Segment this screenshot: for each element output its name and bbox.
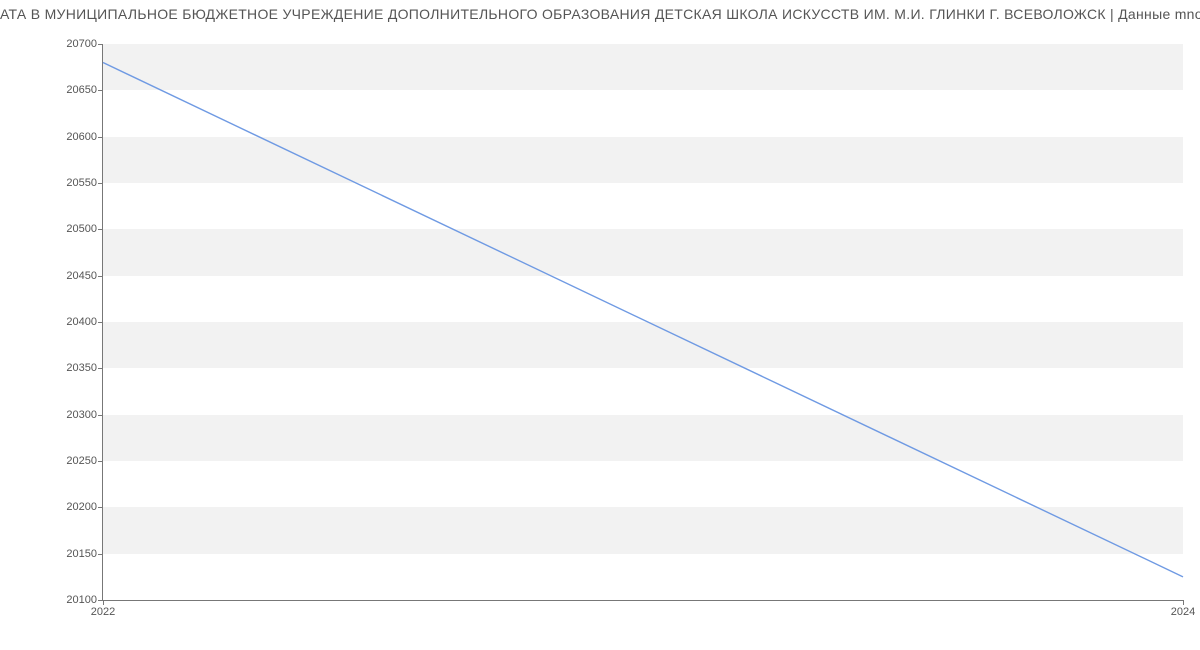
x-tick-mark [1183,600,1184,605]
y-tick-label: 20300 [66,409,97,421]
x-tick-mark [103,600,104,605]
y-tick-mark [98,461,103,462]
y-tick-label: 20500 [66,223,97,235]
chart-container: АТА В МУНИЦИПАЛЬНОЕ БЮДЖЕТНОЕ УЧРЕЖДЕНИЕ… [0,0,1200,650]
y-tick-label: 20400 [66,316,97,328]
y-tick-mark [98,276,103,277]
y-tick-label: 20100 [66,594,97,606]
y-tick-label: 20150 [66,548,97,560]
y-tick-mark [98,229,103,230]
y-tick-label: 20700 [66,38,97,50]
plot-area: 2010020150202002025020300203502040020450… [102,44,1183,601]
y-tick-label: 20650 [66,84,97,96]
y-tick-label: 20350 [66,362,97,374]
y-tick-mark [98,554,103,555]
chart-title: АТА В МУНИЦИПАЛЬНОЕ БЮДЖЕТНОЕ УЧРЕЖДЕНИЕ… [0,6,1200,22]
y-tick-mark [98,507,103,508]
y-tick-mark [98,368,103,369]
y-tick-label: 20600 [66,131,97,143]
y-tick-mark [98,415,103,416]
x-tick-label: 2024 [1171,606,1195,618]
y-tick-mark [98,137,103,138]
y-tick-mark [98,44,103,45]
x-tick-label: 2022 [91,606,115,618]
y-tick-label: 20550 [66,177,97,189]
y-tick-label: 20250 [66,455,97,467]
series-line [103,63,1183,577]
line-layer [103,44,1183,600]
y-tick-label: 20200 [66,501,97,513]
y-tick-label: 20450 [66,270,97,282]
y-tick-mark [98,90,103,91]
y-tick-mark [98,183,103,184]
y-tick-mark [98,322,103,323]
